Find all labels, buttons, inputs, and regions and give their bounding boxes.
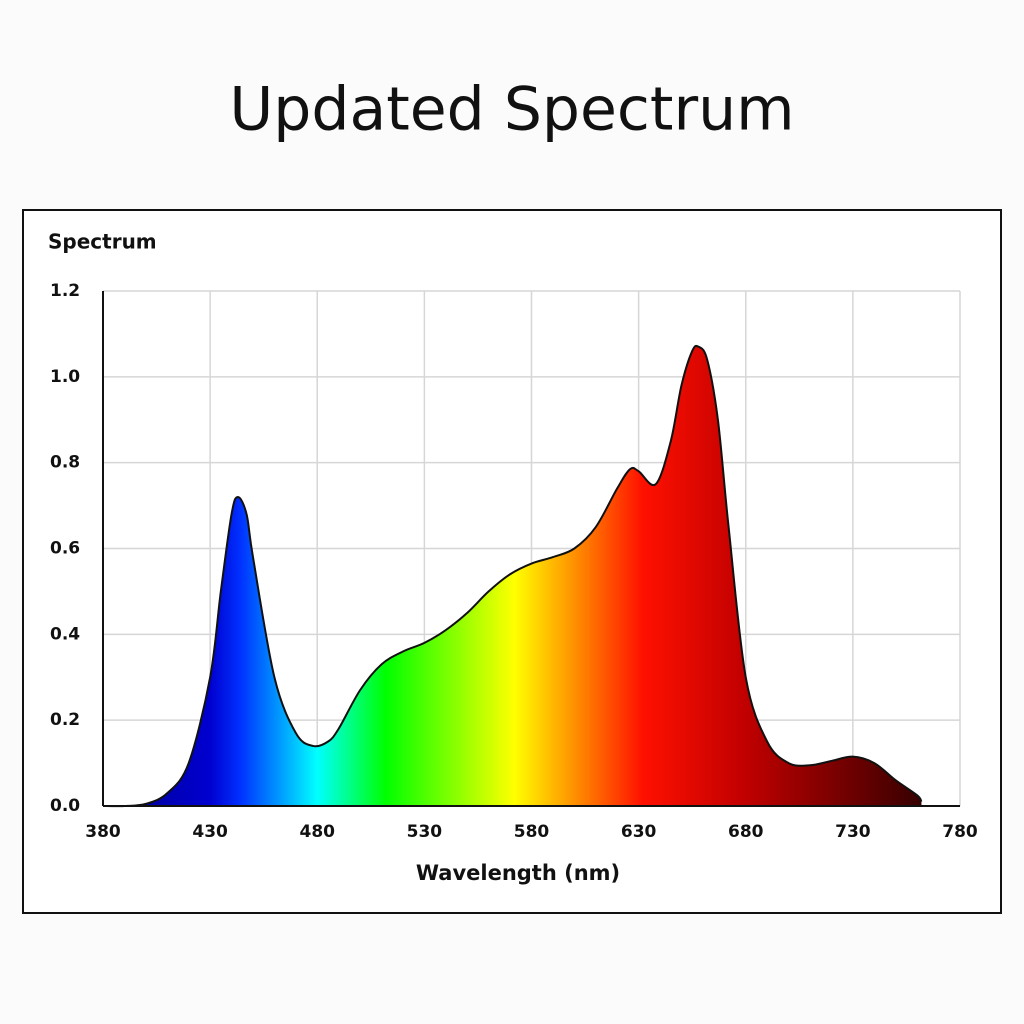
y-tick-label: 0.2 (50, 710, 80, 730)
y-tick-label: 1.0 (50, 367, 80, 387)
y-tick-label: 0.8 (50, 453, 80, 473)
x-tick-label: 780 (942, 822, 978, 842)
x-tick-label: 530 (407, 822, 443, 842)
y-tick-label: 0.6 (50, 539, 80, 559)
y-tick-label: 1.2 (50, 281, 80, 301)
ticks: 0.0 0.2 0.4 0.6 0.8 1.0 1.2 380 430 480 530 580 630 6… (50, 281, 978, 842)
x-tick-label: 430 (192, 822, 228, 842)
x-tick-label: 480 (300, 822, 336, 842)
x-tick-label: 380 (85, 822, 121, 842)
plot (102, 344, 923, 808)
chart-title: Updated Spectrum (229, 75, 794, 145)
spectrum-area (103, 345, 922, 807)
x-axis-label: Wavelength (nm) (416, 861, 620, 885)
y-axis-label: Spectrum (48, 230, 157, 254)
x-tick-label: 730 (835, 822, 871, 842)
x-tick-label: 680 (728, 822, 764, 842)
x-tick-label: 580 (514, 822, 550, 842)
x-tick-label: 630 (621, 822, 657, 842)
spectrum-line (102, 344, 923, 808)
y-tick-label: 0.4 (50, 624, 80, 644)
y-tick-label: 0.0 (50, 796, 80, 816)
chart-frame (22, 209, 1002, 914)
